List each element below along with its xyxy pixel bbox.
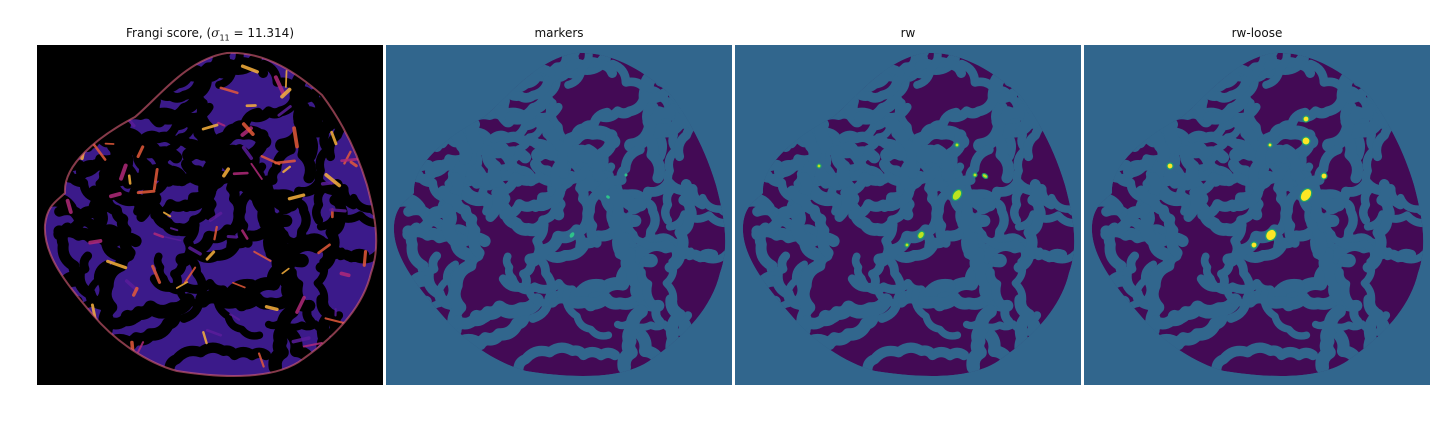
- panel-title-rw: rw: [900, 26, 916, 40]
- marker-spot: [816, 163, 822, 169]
- marker-spot: [1166, 162, 1174, 170]
- title-value: = 11.314): [229, 26, 294, 40]
- marker-spot: [981, 173, 989, 179]
- marker-spot: [624, 173, 628, 177]
- title-subscript: 11: [219, 33, 230, 43]
- image-rw-loose: [1084, 45, 1430, 385]
- marker-spot: [1301, 136, 1311, 146]
- marker-spot: [606, 195, 610, 199]
- panel-title-frangi: Frangi score, (σ11 = 11.314): [37, 26, 383, 44]
- marker-spot: [569, 232, 575, 238]
- marker-spot: [1250, 241, 1258, 249]
- marker-spot: [972, 172, 978, 178]
- image-markers: [386, 45, 732, 385]
- marker-spot: [1265, 228, 1277, 242]
- image-rw: [735, 45, 1081, 385]
- image-frangi: [37, 45, 383, 385]
- marker-spot: [954, 142, 960, 148]
- segmentation-region: [1091, 52, 1424, 376]
- marker-spot: [904, 242, 910, 248]
- title-sigma: σ: [211, 26, 220, 40]
- marker-spot: [951, 188, 963, 202]
- marker-spot: [1320, 172, 1328, 180]
- panel-title-markers: markers: [534, 26, 584, 40]
- marker-spot: [1302, 115, 1310, 123]
- title-prefix: Frangi score, (: [126, 26, 212, 40]
- marker-spot: [917, 230, 925, 240]
- marker-spot: [1267, 142, 1273, 148]
- marker-spot: [1299, 187, 1313, 203]
- panel-title-rw-loose: rw-loose: [1231, 26, 1283, 40]
